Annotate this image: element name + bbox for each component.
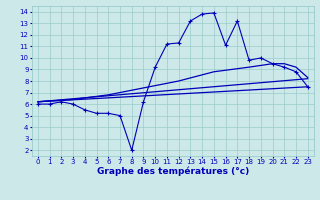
X-axis label: Graphe des températures (°c): Graphe des températures (°c) <box>97 167 249 176</box>
